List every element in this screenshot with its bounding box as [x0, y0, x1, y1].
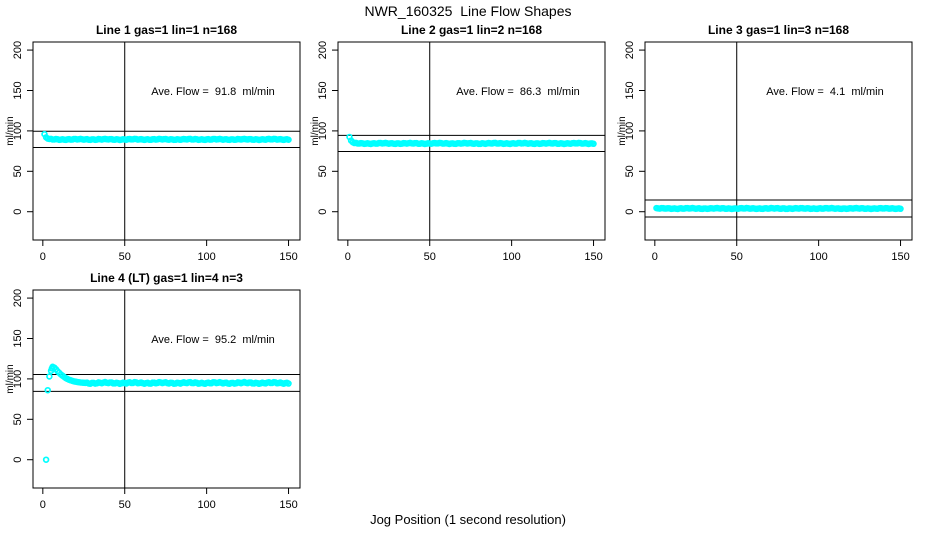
y-axis-label: ml/min	[5, 116, 16, 146]
data-point	[590, 140, 597, 148]
plot-box	[644, 41, 913, 241]
y-tick-label: 100	[624, 122, 636, 140]
y-tick-label: 0	[624, 209, 636, 215]
panel-line-4-title: Line 4 (LT) gas=1 lin=4 n=3	[90, 271, 243, 285]
x-tick-label: 150	[279, 251, 297, 263]
plot-box	[32, 41, 301, 241]
panel-line-3-plot: 0 50 100 150 0 50 100 150 200	[624, 41, 913, 263]
y-axis-label: ml/min	[310, 116, 321, 146]
x-tick-label: 100	[197, 251, 215, 263]
panel-line-1-title: Line 1 gas=1 lin=1 n=168	[95, 23, 238, 37]
x-tick-label: 0	[40, 251, 46, 263]
x-tick-label: 100	[502, 251, 520, 263]
y-tick-label: 0	[317, 209, 329, 215]
panel-line-1-plot: 0 50 100 150 0 50 100 150 200	[12, 41, 301, 263]
y-tick-label: 200	[12, 41, 24, 59]
y-tick-label: 150	[12, 81, 24, 99]
ave-flow-annotation: Ave. Flow = 91.8 ml/min	[151, 86, 275, 98]
y-tick-label: 200	[12, 289, 24, 307]
data-point	[285, 136, 292, 144]
x-tick-label: 100	[197, 499, 215, 511]
y-tick-label: 50	[12, 165, 24, 177]
ave-flow-annotation: Ave. Flow = 4.1 ml/min	[766, 86, 884, 98]
x-tick-label: 150	[891, 251, 909, 263]
plot-box	[32, 289, 301, 489]
y-tick-label: 200	[624, 41, 636, 59]
y-tick-label: 150	[624, 81, 636, 99]
y-tick-label: 50	[317, 165, 329, 177]
y-tick-label: 0	[12, 209, 24, 215]
x-axis-label: Jog Position (1 second resolution)	[370, 512, 566, 527]
plot-box	[337, 41, 606, 241]
figure-title: NWR_160325 Line Flow Shapes	[364, 3, 572, 19]
y-tick-label: 0	[12, 457, 24, 463]
x-tick-label: 0	[40, 499, 46, 511]
ave-flow-annotation: Ave. Flow = 86.3 ml/min	[456, 86, 580, 98]
data-point	[46, 373, 53, 380]
y-tick-label: 150	[12, 329, 24, 347]
x-tick-label: 50	[731, 251, 743, 263]
data-point	[44, 386, 51, 394]
x-tick-label: 0	[345, 251, 351, 263]
y-tick-label: 50	[12, 413, 24, 425]
ave-flow-annotation: Ave. Flow = 95.2 ml/min	[151, 334, 275, 346]
x-tick-label: 50	[119, 499, 131, 511]
data-point	[42, 456, 50, 463]
y-tick-label: 100	[12, 122, 24, 140]
x-tick-label: 150	[584, 251, 602, 263]
y-tick-label: 100	[317, 122, 329, 140]
data-point	[897, 205, 904, 213]
panel-line-2: 0 50 100 150 0 50 100 150 200 Line 2 gas=1 lin=2…	[305, 20, 612, 270]
x-tick-label: 50	[424, 251, 436, 263]
panel-line-4: 0 50 100 150 0 50 100 150 200 Line 4 (LT) gas=1 …	[0, 268, 307, 518]
panel-line-2-title: Line 2 gas=1 lin=2 n=168	[400, 23, 543, 37]
y-axis-label: ml/min	[5, 364, 16, 394]
y-tick-label: 50	[624, 165, 636, 177]
x-tick-label: 100	[809, 251, 827, 263]
data-point	[285, 380, 292, 387]
panel-line-3-title: Line 3 gas=1 lin=3 n=168	[707, 23, 850, 37]
y-tick-label: 100	[12, 370, 24, 388]
y-axis-label: ml/min	[617, 116, 628, 146]
panel-line-4-plot: 0 50 100 150 0 50 100 150 200	[12, 289, 301, 511]
panel-line-2-plot: 0 50 100 150 0 50 100 150 200	[317, 41, 606, 263]
y-tick-label: 200	[317, 41, 329, 59]
x-tick-label: 0	[652, 251, 658, 263]
x-tick-label: 50	[119, 251, 131, 263]
panel-line-1: 0 50 100 150 0 50 100 150 200 Line 1 gas=1 lin=1…	[0, 20, 307, 270]
y-tick-label: 150	[317, 81, 329, 99]
x-tick-label: 150	[279, 499, 297, 511]
panel-line-3: 0 50 100 150 0 50 100 150 200 Line 3 gas=1 lin=3…	[612, 20, 919, 270]
